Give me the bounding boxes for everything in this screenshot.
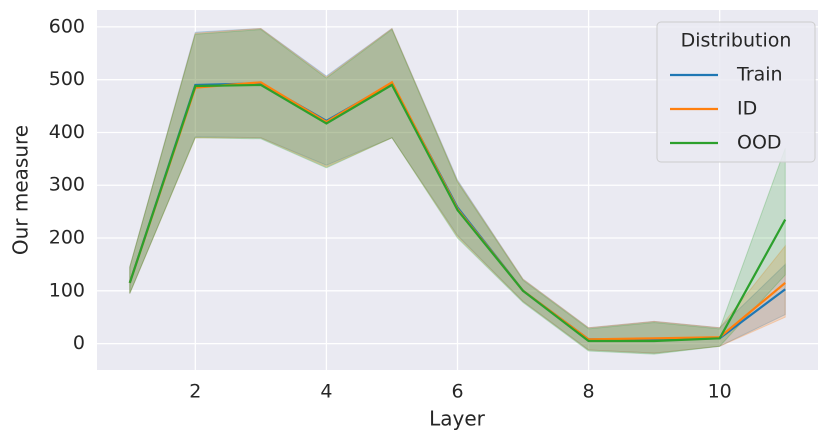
y-tick-label: 500 [49, 68, 85, 90]
y-tick-label: 0 [73, 332, 85, 354]
y-tick-label: 100 [49, 279, 85, 301]
confidence-band [129, 28, 786, 355]
x-tick-label: 10 [708, 381, 732, 403]
confidence-band [129, 27, 786, 354]
legend-label: OOD [737, 132, 782, 154]
line [128, 83, 787, 343]
y-tick-label: 600 [49, 15, 85, 37]
y-tick-label: 400 [49, 121, 85, 143]
legend-title: Distribution [681, 30, 792, 52]
x-tick-label: 8 [583, 381, 595, 403]
legend-label: Train [736, 64, 783, 86]
legend-box [656, 21, 816, 163]
x-tick-label: 2 [189, 381, 201, 403]
x-tick-label: 4 [320, 381, 332, 403]
y-tick-label: 200 [49, 227, 85, 249]
y-axis-label: Our measure [9, 125, 33, 255]
legend-label: ID [737, 98, 757, 120]
x-tick-label: 6 [451, 381, 463, 403]
confidence-band [129, 27, 786, 354]
y-tick-label: 300 [49, 174, 85, 196]
x-axis-label: Layer [429, 407, 486, 431]
